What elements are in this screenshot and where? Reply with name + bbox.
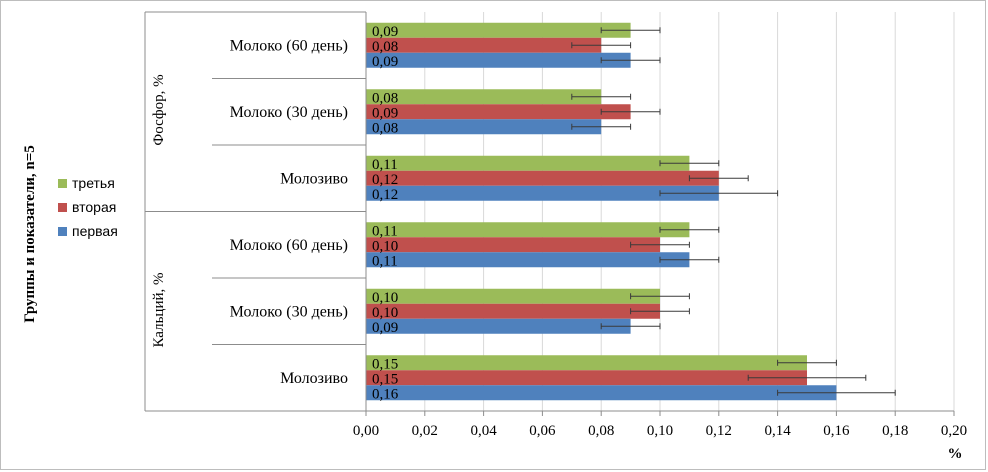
x-tick-label: 0,10 — [647, 423, 673, 439]
category-label: Молозиво — [280, 170, 348, 187]
group-label-phosphorus: Фосфор, % — [151, 74, 167, 145]
bar-вторая — [366, 237, 660, 253]
bars — [366, 22, 837, 401]
x-tick-label: 0,16 — [823, 423, 850, 439]
bar-третья — [366, 22, 631, 38]
data-label: 0,08 — [372, 120, 398, 136]
x-tick-label: 0,00 — [353, 423, 379, 439]
legend-swatch-первая — [58, 227, 67, 236]
bar-третья — [366, 89, 602, 105]
data-label: 0,11 — [372, 157, 398, 173]
bar-вторая — [366, 303, 660, 319]
category-label: Молоко (30 день) — [230, 104, 348, 121]
legend: третья вторая первая — [58, 175, 118, 239]
data-label: 0,09 — [372, 54, 398, 70]
x-tick-label: 0,18 — [882, 423, 908, 439]
bar-вторая — [366, 370, 807, 386]
category-label: Молоко (30 день) — [230, 303, 348, 320]
bar-первая — [366, 119, 602, 135]
x-tick-label: 0,12 — [706, 423, 732, 439]
bar-первая — [366, 185, 719, 201]
data-label: 0,09 — [372, 105, 398, 121]
data-label: 0,16 — [372, 386, 399, 402]
data-label: 0,10 — [372, 238, 398, 254]
bar-вторая — [366, 170, 719, 186]
axes — [144, 11, 955, 416]
category-label: Молоко (60 день) — [230, 37, 348, 54]
data-label: 0,08 — [372, 39, 398, 55]
data-label: 0,09 — [372, 320, 398, 336]
bar-третья — [366, 155, 690, 171]
data-label: 0,08 — [372, 90, 398, 106]
bar-первая — [366, 52, 631, 68]
x-tick-label: 0,06 — [529, 423, 556, 439]
legend-swatch-вторая — [58, 203, 67, 212]
bar-третья — [366, 288, 660, 304]
x-tick-label: 0,14 — [764, 423, 791, 439]
gridlines — [424, 12, 955, 411]
bar-первая — [366, 318, 631, 334]
data-label: 0,12 — [372, 172, 398, 188]
legend-swatch-третья — [58, 179, 67, 188]
x-tick-label: 0,04 — [470, 423, 497, 439]
x-tick-label: 0,20 — [941, 423, 967, 439]
data-label: 0,11 — [372, 253, 398, 269]
category-label: Молоко (60 день) — [230, 237, 348, 254]
group-label-calcium: Кальций, % — [151, 273, 167, 348]
data-labels: 0,090,080,090,080,090,080,110,120,120,11… — [372, 24, 399, 403]
data-label: 0,10 — [372, 290, 398, 306]
bar-третья — [366, 222, 690, 238]
bar-первая — [366, 252, 690, 268]
category-labels: Молоко (60 день) Молоко (30 день) Молозиво… — [230, 37, 348, 387]
bar-первая — [366, 385, 837, 401]
data-label: 0,10 — [372, 305, 398, 321]
y-axis-title: Группы и показатели, n=5 — [22, 145, 38, 323]
data-label: 0,15 — [372, 371, 398, 387]
bar-третья — [366, 355, 807, 371]
error-bars — [571, 27, 896, 396]
legend-label-первая: первая — [72, 223, 118, 239]
data-label: 0,09 — [372, 24, 398, 40]
legend-label-третья: третья — [72, 175, 115, 191]
legend-label-вторая: вторая — [72, 199, 116, 215]
category-label: Молозиво — [280, 370, 348, 387]
bar-вторая — [366, 104, 631, 120]
bar-вторая — [366, 37, 602, 53]
data-label: 0,11 — [372, 223, 398, 239]
x-axis-title: % — [948, 446, 963, 462]
data-label: 0,15 — [372, 356, 398, 372]
tick-labels: 0,00 0,02 0,04 0,06 0,08 0,10 0,12 0,14 0,16 0,18… — [353, 423, 967, 439]
x-tick-label: 0,08 — [588, 423, 614, 439]
x-tick-label: 0,02 — [412, 423, 438, 439]
data-label: 0,12 — [372, 187, 398, 203]
